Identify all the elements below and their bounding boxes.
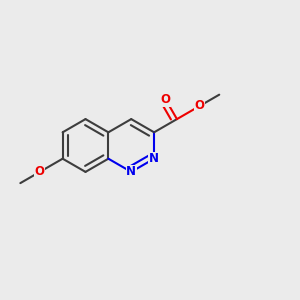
Text: N: N	[126, 165, 136, 178]
Text: N: N	[149, 152, 159, 165]
Text: O: O	[161, 93, 171, 106]
Text: O: O	[195, 99, 205, 112]
Text: O: O	[35, 165, 45, 178]
